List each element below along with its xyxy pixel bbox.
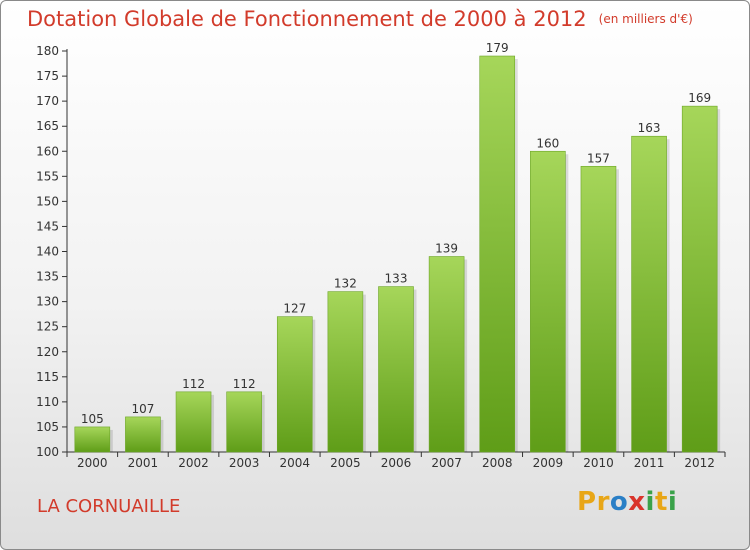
- y-tick-label: 130: [36, 295, 59, 309]
- logo-letter: t: [654, 487, 668, 517]
- x-tick-label-2003: 2003: [229, 456, 260, 470]
- x-tick-label-2000: 2000: [77, 456, 108, 470]
- y-tick-label: 155: [36, 169, 59, 183]
- value-label-2011: 163: [638, 121, 661, 135]
- x-tick-label-2001: 2001: [128, 456, 159, 470]
- bar-2006: [378, 286, 414, 453]
- value-label-2000: 105: [81, 412, 104, 426]
- value-label-2007: 139: [435, 242, 458, 256]
- y-tick-label: 120: [36, 345, 59, 359]
- x-tick-label-2002: 2002: [178, 456, 209, 470]
- y-tick-label: 115: [36, 370, 59, 384]
- bar-2004: [276, 316, 313, 453]
- value-label-2001: 107: [131, 402, 154, 416]
- x-tick-label-2012: 2012: [684, 456, 715, 470]
- bar-2001: [125, 416, 161, 453]
- bar-2000: [74, 426, 111, 453]
- logo-letter: r: [596, 487, 610, 517]
- y-tick-label: 145: [36, 219, 59, 233]
- chart-unit: (en milliers d'€): [598, 12, 693, 26]
- bar-2007: [428, 256, 465, 453]
- y-tick-label: 165: [36, 119, 59, 133]
- x-tick-label-2004: 2004: [279, 456, 310, 470]
- x-tick-label-2007: 2007: [431, 456, 462, 470]
- bar-2012: [681, 105, 718, 453]
- bar-2009: [530, 150, 566, 453]
- bar-2005: [327, 291, 364, 453]
- y-tick-label: 100: [36, 445, 59, 459]
- value-label-2010: 157: [587, 151, 610, 165]
- x-tick-label-2011: 2011: [634, 456, 665, 470]
- y-tick-label: 170: [36, 94, 59, 108]
- value-label-2002: 112: [182, 377, 205, 391]
- y-tick-label: 150: [36, 194, 59, 208]
- y-tick-label: 135: [36, 270, 59, 284]
- bar-2008: [479, 55, 516, 453]
- value-label-2004: 127: [283, 302, 306, 316]
- y-tick-label: 110: [36, 395, 59, 409]
- logo-letter: o: [609, 487, 629, 517]
- y-tick-label: 125: [36, 320, 59, 334]
- logo-letter: P: [577, 487, 597, 517]
- chart-title: Dotation Globale de Fonctionnement de 20…: [27, 7, 693, 31]
- logo-letter: i: [667, 487, 678, 517]
- logo-letter: x: [628, 487, 646, 517]
- x-tick-label-2006: 2006: [381, 456, 412, 470]
- value-label-2005: 132: [334, 277, 357, 291]
- value-label-2012: 169: [688, 91, 711, 105]
- bar-2002: [175, 391, 212, 453]
- x-tick-label-2008: 2008: [482, 456, 513, 470]
- value-label-2008: 179: [486, 41, 509, 55]
- value-label-2009: 160: [536, 136, 559, 150]
- value-labels: 105 107 112 112 127 132 133 139 179 160 157 163 169: [81, 41, 711, 426]
- value-label-2006: 133: [385, 272, 408, 286]
- y-tick-label: 180: [36, 44, 59, 58]
- x-tick-label-2005: 2005: [330, 456, 361, 470]
- y-tick-label: 175: [36, 69, 59, 83]
- y-tick-label: 140: [36, 245, 59, 259]
- x-tick-label-2009: 2009: [533, 456, 564, 470]
- value-label-2003: 112: [233, 377, 256, 391]
- logo-letter: i: [645, 487, 655, 517]
- x-tick-label-2010: 2010: [583, 456, 614, 470]
- bars: [74, 55, 721, 453]
- commune-name: LA CORNUAILLE: [37, 496, 181, 517]
- chart-title-text: Dotation Globale de Fonctionnement de 20…: [27, 7, 587, 31]
- y-tick-label: 105: [36, 420, 59, 434]
- proxiti-logo: Proxiti: [577, 487, 677, 517]
- bar-2011: [631, 135, 667, 453]
- y-tick-label: 160: [36, 144, 59, 158]
- bar-2010: [580, 165, 617, 453]
- axes: 1001051101151201251301351401451501551601…: [36, 44, 726, 470]
- bar-2003: [226, 391, 262, 453]
